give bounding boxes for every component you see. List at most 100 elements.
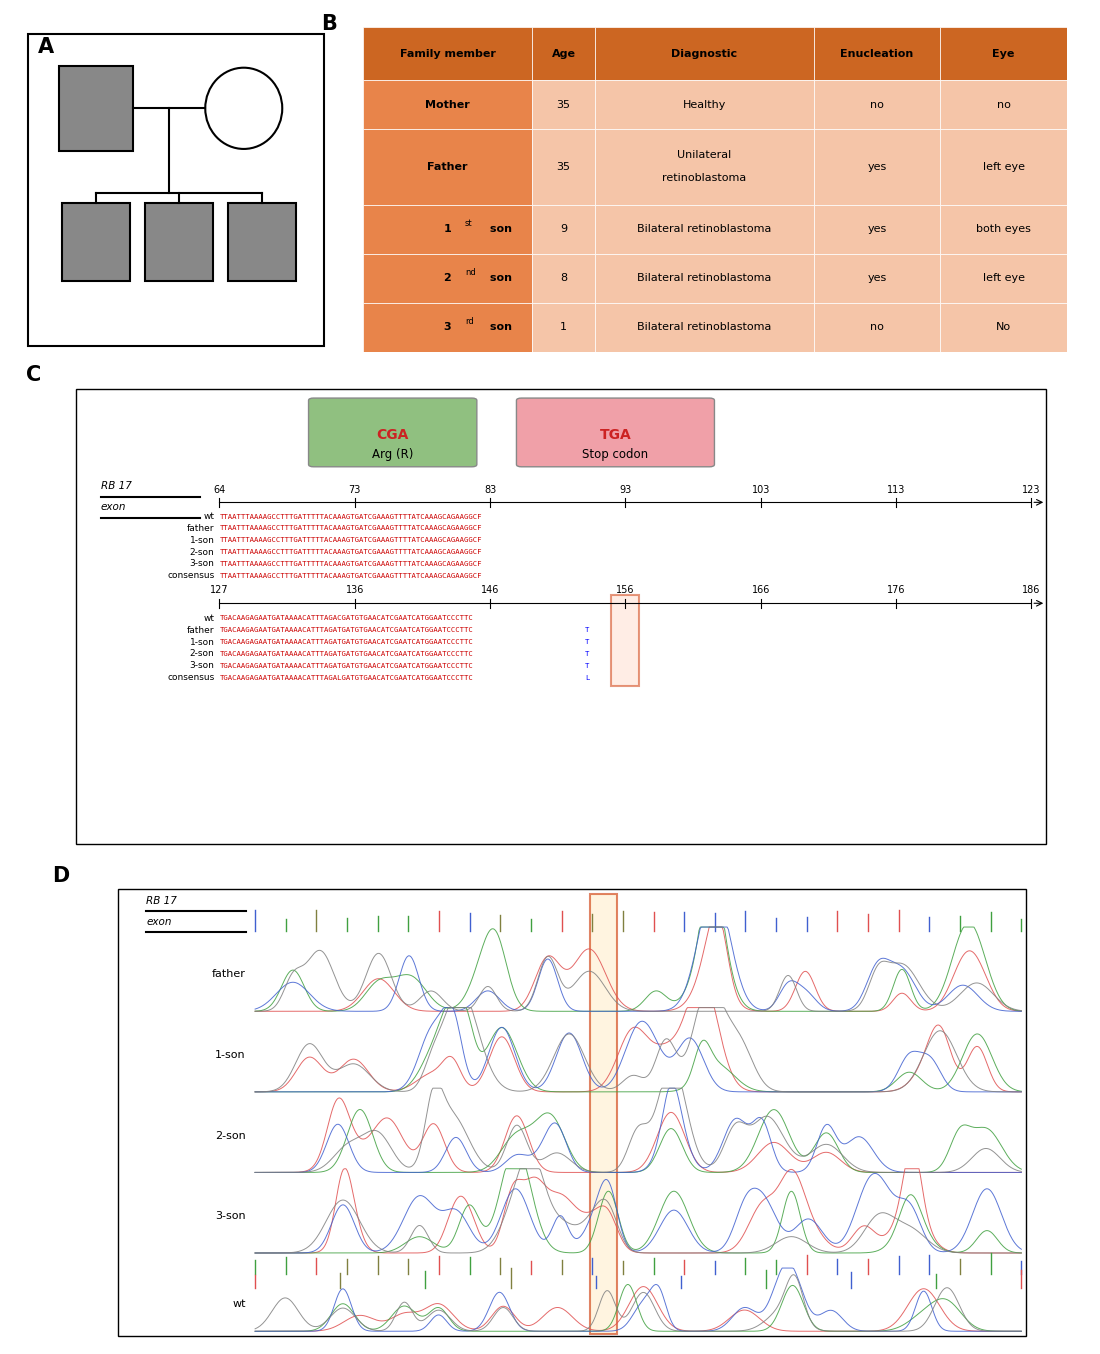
Text: Stop codon: Stop codon (582, 448, 649, 462)
Text: T: T (585, 639, 590, 645)
Text: 3-son: 3-son (189, 559, 214, 569)
Text: Bilateral retinoblastoma: Bilateral retinoblastoma (637, 225, 771, 234)
Text: son: son (486, 274, 513, 283)
Bar (595, 80, 814, 129)
Text: RB 17: RB 17 (146, 896, 177, 906)
Text: 136: 136 (345, 585, 364, 594)
Text: son: son (486, 322, 513, 333)
Bar (363, 303, 532, 352)
Bar (940, 27, 1067, 80)
Text: D: D (52, 867, 69, 887)
Bar (591, 894, 617, 1334)
Text: TGACAAGAGAATGATAAAACATTTAGALGATGTGAACATCGAATCATGGAATCCCTTC: TGACAAGAGAATGATAAAACATTTAGALGATGTGAACATC… (220, 674, 473, 681)
Bar (940, 80, 1067, 129)
Text: 2-son: 2-son (189, 650, 214, 658)
Text: wt: wt (232, 1298, 245, 1308)
Text: rd: rd (465, 317, 474, 326)
Bar (532, 27, 595, 80)
Text: wt: wt (204, 613, 214, 623)
Text: 123: 123 (1022, 486, 1041, 496)
FancyBboxPatch shape (517, 398, 715, 467)
Text: yes: yes (867, 274, 887, 283)
Text: 2-son: 2-son (189, 547, 214, 556)
Bar (814, 204, 940, 253)
Text: T: T (585, 627, 590, 634)
Text: 35: 35 (557, 100, 571, 110)
Bar (940, 303, 1067, 352)
Bar (940, 253, 1067, 303)
Text: 176: 176 (887, 585, 905, 594)
Bar (814, 80, 940, 129)
Text: TTAATTTAAAAGCCTTTGATTTTTACAAAGTGATCGAAAGTTTTATCAAAGCAGAAGGCF: TTAATTTAAAAGCCTTTGATTTTTACAAAGTGATCGAAAG… (220, 550, 482, 555)
Text: nd: nd (465, 268, 476, 278)
Bar (532, 80, 595, 129)
Text: Mother: Mother (425, 100, 470, 110)
Text: 9: 9 (560, 225, 568, 234)
Bar (814, 253, 940, 303)
Text: left eye: left eye (982, 274, 1024, 283)
Text: CGA: CGA (376, 428, 409, 441)
Bar (59, 66, 133, 150)
Text: TTAATTTAAAAGCCTTTGATTTTTACAAAGTGATCGAAAGTTTTATCAAAGCAGAAGGCF: TTAATTTAAAAGCCTTTGATTTTTACAAAGTGATCGAAAG… (220, 525, 482, 531)
Text: consensus: consensus (167, 571, 214, 581)
Text: Enucleation: Enucleation (840, 49, 913, 58)
Text: TTAATTTAAAAGCCTTTGATTTTTACAAAGTGATCGAAAGTTTTATCAAAGCAGAAGGCF: TTAATTTAAAAGCCTTTGATTTTTACAAAGTGATCGAAAG… (220, 513, 482, 520)
Circle shape (206, 68, 283, 149)
Text: father: father (212, 969, 245, 979)
Text: TGA: TGA (600, 428, 631, 441)
Bar (532, 204, 595, 253)
Text: C: C (26, 364, 42, 385)
Text: 64: 64 (213, 486, 226, 496)
Text: 83: 83 (484, 486, 496, 496)
Text: 103: 103 (751, 486, 770, 496)
Bar (62, 203, 130, 280)
Text: Bilateral retinoblastoma: Bilateral retinoblastoma (637, 274, 771, 283)
Text: yes: yes (867, 225, 887, 234)
Text: 3-son: 3-son (214, 1212, 245, 1221)
Text: 2: 2 (443, 274, 451, 283)
Text: 3: 3 (443, 322, 451, 333)
Text: 35: 35 (557, 162, 571, 172)
Text: TTAATTTAAAAGCCTTTGATTTTTACAAAGTGATCGAAAGTTTTATCAAAGCAGAAGGCF: TTAATTTAAAAGCCTTTGATTTTTACAAAGTGATCGAAAG… (220, 573, 482, 578)
Text: 186: 186 (1022, 585, 1041, 594)
Bar (595, 129, 814, 204)
Text: Diagnostic: Diagnostic (671, 49, 737, 58)
Bar (532, 129, 595, 204)
Bar (814, 129, 940, 204)
Text: no: no (870, 100, 884, 110)
Bar (940, 129, 1067, 204)
Text: Eye: Eye (992, 49, 1015, 58)
Text: Family member: Family member (399, 49, 495, 58)
Bar (940, 204, 1067, 253)
Bar (814, 27, 940, 80)
Text: TGACAAGAGAATGATAAAACATTTAGATGATGTGAACATCGAATCATGGAATCCCTTC: TGACAAGAGAATGATAAAACATTTAGATGATGTGAACATC… (220, 663, 473, 669)
Text: 8: 8 (560, 274, 568, 283)
Text: No: No (997, 322, 1011, 333)
Text: 127: 127 (210, 585, 229, 594)
Text: son: son (486, 225, 513, 234)
Text: Arg (R): Arg (R) (372, 448, 414, 462)
Bar (595, 253, 814, 303)
Text: 113: 113 (887, 486, 905, 496)
Text: yes: yes (867, 162, 887, 172)
Text: no: no (870, 322, 884, 333)
Text: consensus: consensus (167, 673, 214, 682)
Bar (532, 253, 595, 303)
Text: 2-son: 2-son (214, 1131, 245, 1140)
Bar (363, 204, 532, 253)
Text: TGACAAGAGAATGATAAAACATTTAGATGATGTGAACATCGAATCATGGAATCCCTTC: TGACAAGAGAATGATAAAACATTTAGATGATGTGAACATC… (220, 651, 473, 657)
Bar (229, 203, 296, 280)
Text: TTAATTTAAAAGCCTTTGATTTTTACAAAGTGATCGAAAGTTTTATCAAAGCAGAAGGCF: TTAATTTAAAAGCCTTTGATTTTTACAAAGTGATCGAAAG… (220, 561, 482, 567)
Text: 3-son: 3-son (189, 661, 214, 670)
Text: 1-son: 1-son (189, 536, 214, 544)
Text: Age: Age (551, 49, 575, 58)
Bar (595, 303, 814, 352)
Text: TGACAAGAGAATGATAAAACATTTAGATGATGTGAACATCGAATCATGGAATCCCTTC: TGACAAGAGAATGATAAAACATTTAGATGATGTGAACATC… (220, 639, 473, 645)
Bar (363, 80, 532, 129)
Text: A: A (37, 37, 54, 57)
Bar (532, 303, 595, 352)
Text: 93: 93 (619, 486, 631, 496)
Text: exon: exon (146, 917, 172, 926)
Bar (145, 203, 213, 280)
Bar (595, 204, 814, 253)
